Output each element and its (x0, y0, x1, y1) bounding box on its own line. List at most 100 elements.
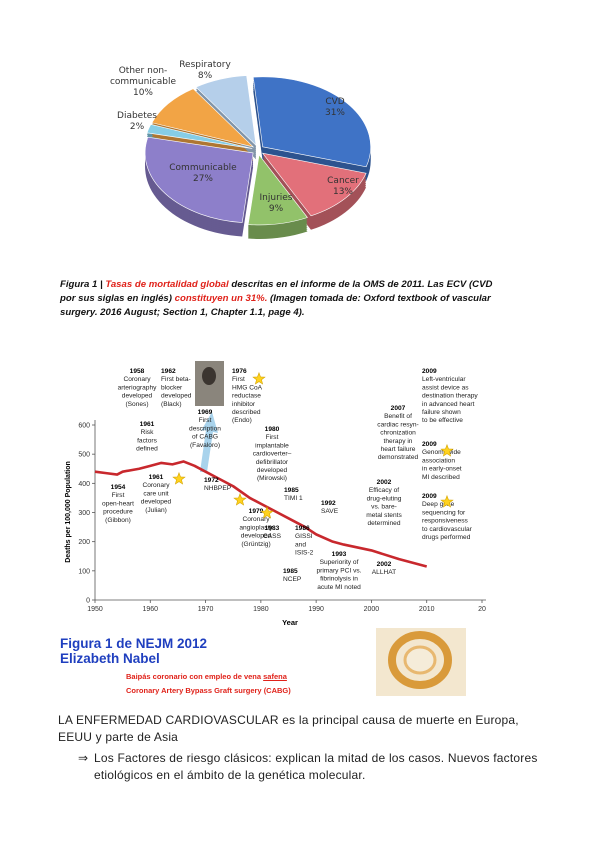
annotation-text: developed (161, 393, 192, 400)
annotation-text: (Mirowski) (257, 475, 287, 482)
pie-category: Injuries (259, 193, 293, 203)
annotation-text: heart failure (381, 446, 416, 453)
specimen-lumen (403, 645, 437, 675)
x-axis-label: Year (282, 618, 298, 627)
annotation-year: 1992 (321, 500, 336, 507)
pie-slice (144, 136, 254, 223)
portrait-face (202, 367, 216, 385)
annotation-text: CASS (263, 533, 282, 540)
annotation-year: 1961 (140, 421, 155, 428)
caption-part: Tasas de mortalidad global (105, 279, 229, 290)
star (260, 505, 274, 519)
annotation-text: demonstrated (378, 454, 419, 461)
pie-slice (195, 75, 257, 147)
annotation-text: sequencing for (422, 509, 466, 516)
x-tick-label: 20 (478, 606, 486, 613)
caption2-line: Baipás coronario con empleo de vena safe… (126, 672, 287, 681)
y-tick-label: 600 (78, 423, 90, 430)
pie-value-label: 2% (129, 122, 145, 132)
annotation-text: blocker (161, 384, 183, 391)
y-tick-label: 0 (86, 598, 90, 605)
annotation-text: Left-ventricular (422, 376, 466, 383)
annotation-year: 2007 (391, 405, 406, 412)
pie-category: Diabetes (117, 111, 157, 121)
annotation-text: (Sones) (125, 401, 148, 408)
annotation-text: vs. bare- (371, 504, 397, 511)
annotation-year: 1993 (332, 551, 347, 558)
annotation-year: 2009 (422, 441, 437, 448)
annotation-text: care unit (143, 490, 168, 497)
pie-category: CVD (325, 97, 345, 107)
annotation-year: 2009 (422, 368, 437, 375)
annotation-year: 1954 (111, 484, 126, 491)
annotation-text: in early-onset (422, 466, 462, 473)
annotation-text: (Gibbon) (105, 517, 131, 524)
annotation-text: Risk (141, 429, 155, 436)
annotation-text: implantable (255, 442, 289, 449)
annotation-text: chronization (380, 430, 416, 437)
annotation-text: Efficacy of (369, 487, 399, 494)
annotation-text: TIMI 1 (284, 495, 303, 502)
annotation-text: NCEP (283, 576, 302, 583)
annotation-text: cardiac resyn- (377, 421, 418, 428)
caption2-title: Figura 1 de NEJM 2012 (60, 636, 208, 651)
annotation-text: procedure (103, 509, 133, 516)
annotation-year: 1983 (265, 525, 280, 532)
annotation-text: First (199, 417, 212, 424)
x-tick-label: 2010 (419, 606, 435, 613)
annotation-text: assist device as (422, 384, 469, 391)
annotation-text: NHBPEP (204, 485, 232, 492)
arrow (200, 412, 218, 472)
annotation-text: primary PCI vs. (316, 567, 361, 574)
caption-part: Figura 1 | (60, 279, 106, 290)
annotation-text: GISSI (295, 533, 313, 540)
star (440, 443, 454, 457)
y-tick-label: 100 (78, 568, 90, 575)
annotation-year: 2002 (377, 561, 392, 568)
pie-value-label: 27% (192, 174, 213, 184)
annotation-text: description (189, 425, 221, 432)
pie-slice (146, 124, 253, 149)
annotation-text: open-heart (102, 500, 134, 507)
annotation-text: angioplasty (239, 524, 273, 531)
bullet-symbol: ⇒ (78, 751, 89, 765)
annotation-year: 1980 (265, 426, 280, 433)
annotation-text: First (112, 492, 125, 499)
specimen-vessel (388, 631, 452, 689)
annotation-text: ISIS-2 (295, 550, 314, 557)
annotation-text: drug-eluting (367, 495, 402, 502)
x-tick-label: 1980 (253, 606, 269, 613)
pie-label: Communicable 27% (168, 163, 238, 185)
annotation-text: determined (368, 520, 401, 527)
caption-part: Baipás coronario con empleo de vena (126, 672, 264, 681)
annotation-text: inhibitor (232, 401, 256, 408)
caption2: Figura 1 de NEJM 2012 Elizabeth Nabel (60, 636, 207, 666)
bullet-text: Los Factores de riesgo clásicos: explica… (94, 751, 538, 782)
caption-part: (Imagen tomada de: Oxford textbook of va… (60, 293, 491, 318)
star (252, 371, 266, 385)
trend-line (94, 460, 428, 568)
star (233, 492, 247, 506)
annotation-year: 1969 (198, 409, 213, 416)
annotation-year: 1986 (295, 525, 310, 532)
annotation-text: responsiveness (422, 518, 469, 525)
y-axis-label: Deaths per 100,000 Population (65, 461, 72, 563)
annotation-text: fibrinolysis in (320, 576, 358, 583)
x-tick-label: 1970 (198, 606, 214, 613)
caption2-author: Elizabeth Nabel (60, 651, 160, 666)
annotation-text: association (422, 457, 455, 464)
annotation-text: Coronary (142, 482, 170, 489)
x-tick-label: 1990 (308, 606, 324, 613)
annotation-text: defibrillator (256, 459, 289, 466)
y-tick-label: 500 (78, 452, 90, 459)
caption2-line: Coronary Artery Bypass Graft surgery (CA… (126, 686, 291, 695)
annotation-text: First beta- (161, 376, 191, 383)
annotation-year: 1985 (284, 487, 299, 494)
annotation-year: 1958 (130, 368, 145, 375)
annotation-text: SAVE (321, 508, 339, 515)
body-text: LA ENFERMEDAD CARDIOVASCULAR es la princ… (58, 713, 519, 744)
x-tick-label: 1950 (87, 606, 103, 613)
annotation-text: MI described (422, 474, 460, 481)
